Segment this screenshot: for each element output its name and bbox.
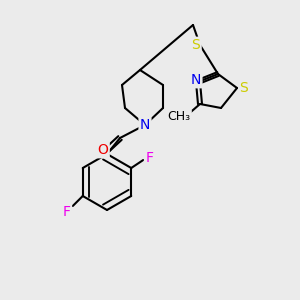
Text: F: F [63,205,71,219]
Text: CH₃: CH₃ [167,110,190,124]
Text: F: F [145,151,153,165]
Text: S: S [192,38,200,52]
Text: N: N [191,73,201,87]
Text: O: O [98,143,108,157]
Text: S: S [240,81,248,95]
Text: N: N [140,118,150,132]
